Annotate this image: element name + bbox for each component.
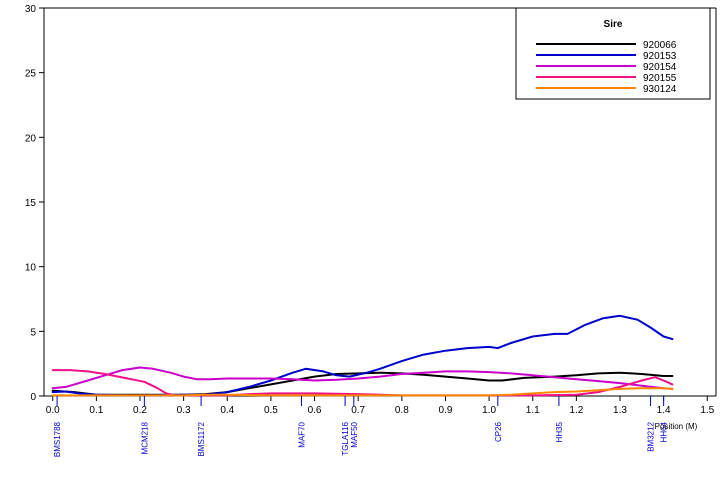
x-tick-label: 0.8 xyxy=(395,405,409,416)
y-axis-ticks: 0 5 10 15 20 25 30 xyxy=(25,4,44,403)
legend-entry-label: 920066 xyxy=(643,40,677,51)
marker-label: BM3212 xyxy=(647,421,656,451)
y-tick-label: 25 xyxy=(25,69,37,80)
marker-label: BMS1172 xyxy=(197,421,206,456)
y-tick-label: 5 xyxy=(30,327,36,338)
x-tick-label: 1.2 xyxy=(569,405,583,416)
legend-title: Sire xyxy=(604,19,623,30)
marker-label: MCM218 xyxy=(140,421,149,454)
x-axis-ticks: 0.0 0.1 0.2 0.3 0.4 0.5 0.6 0.7 0.8 0.9 1.0 1.1 1.2 1… xyxy=(46,396,715,416)
marker-label: BMS1788 xyxy=(53,421,62,457)
x-tick-label: 0.6 xyxy=(308,405,322,416)
x-tick-label: 1.0 xyxy=(482,405,496,416)
marker-label: CP26 xyxy=(494,421,503,442)
legend-entry-label: 920155 xyxy=(643,73,677,84)
legend-entry-label: 930124 xyxy=(643,84,677,95)
x-tick-label: 1.5 xyxy=(700,405,714,416)
y-tick-label: 0 xyxy=(30,392,36,403)
x-tick-label: 1.4 xyxy=(657,405,671,416)
marker-label: MAF50 xyxy=(350,421,359,447)
series-layer xyxy=(51,314,674,397)
y-tick-label: 30 xyxy=(25,4,37,15)
legend-box xyxy=(515,7,711,100)
x-tick-label: 0.7 xyxy=(351,405,365,416)
marker-layer: BMS1788 MCM218 BMS1172 MAF70 TGLA116 MAF50 CP2… xyxy=(53,396,669,457)
legend-entry-label: 920154 xyxy=(643,62,677,73)
marker-label: HH35 xyxy=(555,421,564,442)
y-tick-label: 20 xyxy=(25,133,37,144)
x-tick-label: 0.1 xyxy=(89,405,103,416)
x-tick-label: 0.0 xyxy=(46,405,60,416)
marker-label: HH64 xyxy=(660,421,669,442)
legend-entry-label: 920153 xyxy=(643,51,677,62)
series-line-930124 xyxy=(51,387,674,397)
series-line-920154 xyxy=(51,366,674,390)
x-tick-label: 1.1 xyxy=(526,405,540,416)
x-tick-label: 0.3 xyxy=(177,405,191,416)
x-tick-label: 1.3 xyxy=(613,405,627,416)
marker-label: TGLA116 xyxy=(341,421,350,455)
y-tick-label: 10 xyxy=(25,263,37,274)
x-tick-label: 0.4 xyxy=(220,405,234,416)
marker-label: MAF70 xyxy=(297,421,306,447)
x-tick-label: 0.9 xyxy=(439,405,453,416)
x-tick-label: 0.2 xyxy=(133,405,147,416)
x-axis-label: Position (M) xyxy=(655,422,698,431)
y-tick-label: 15 xyxy=(25,198,37,209)
x-tick-label: 0.5 xyxy=(264,405,278,416)
